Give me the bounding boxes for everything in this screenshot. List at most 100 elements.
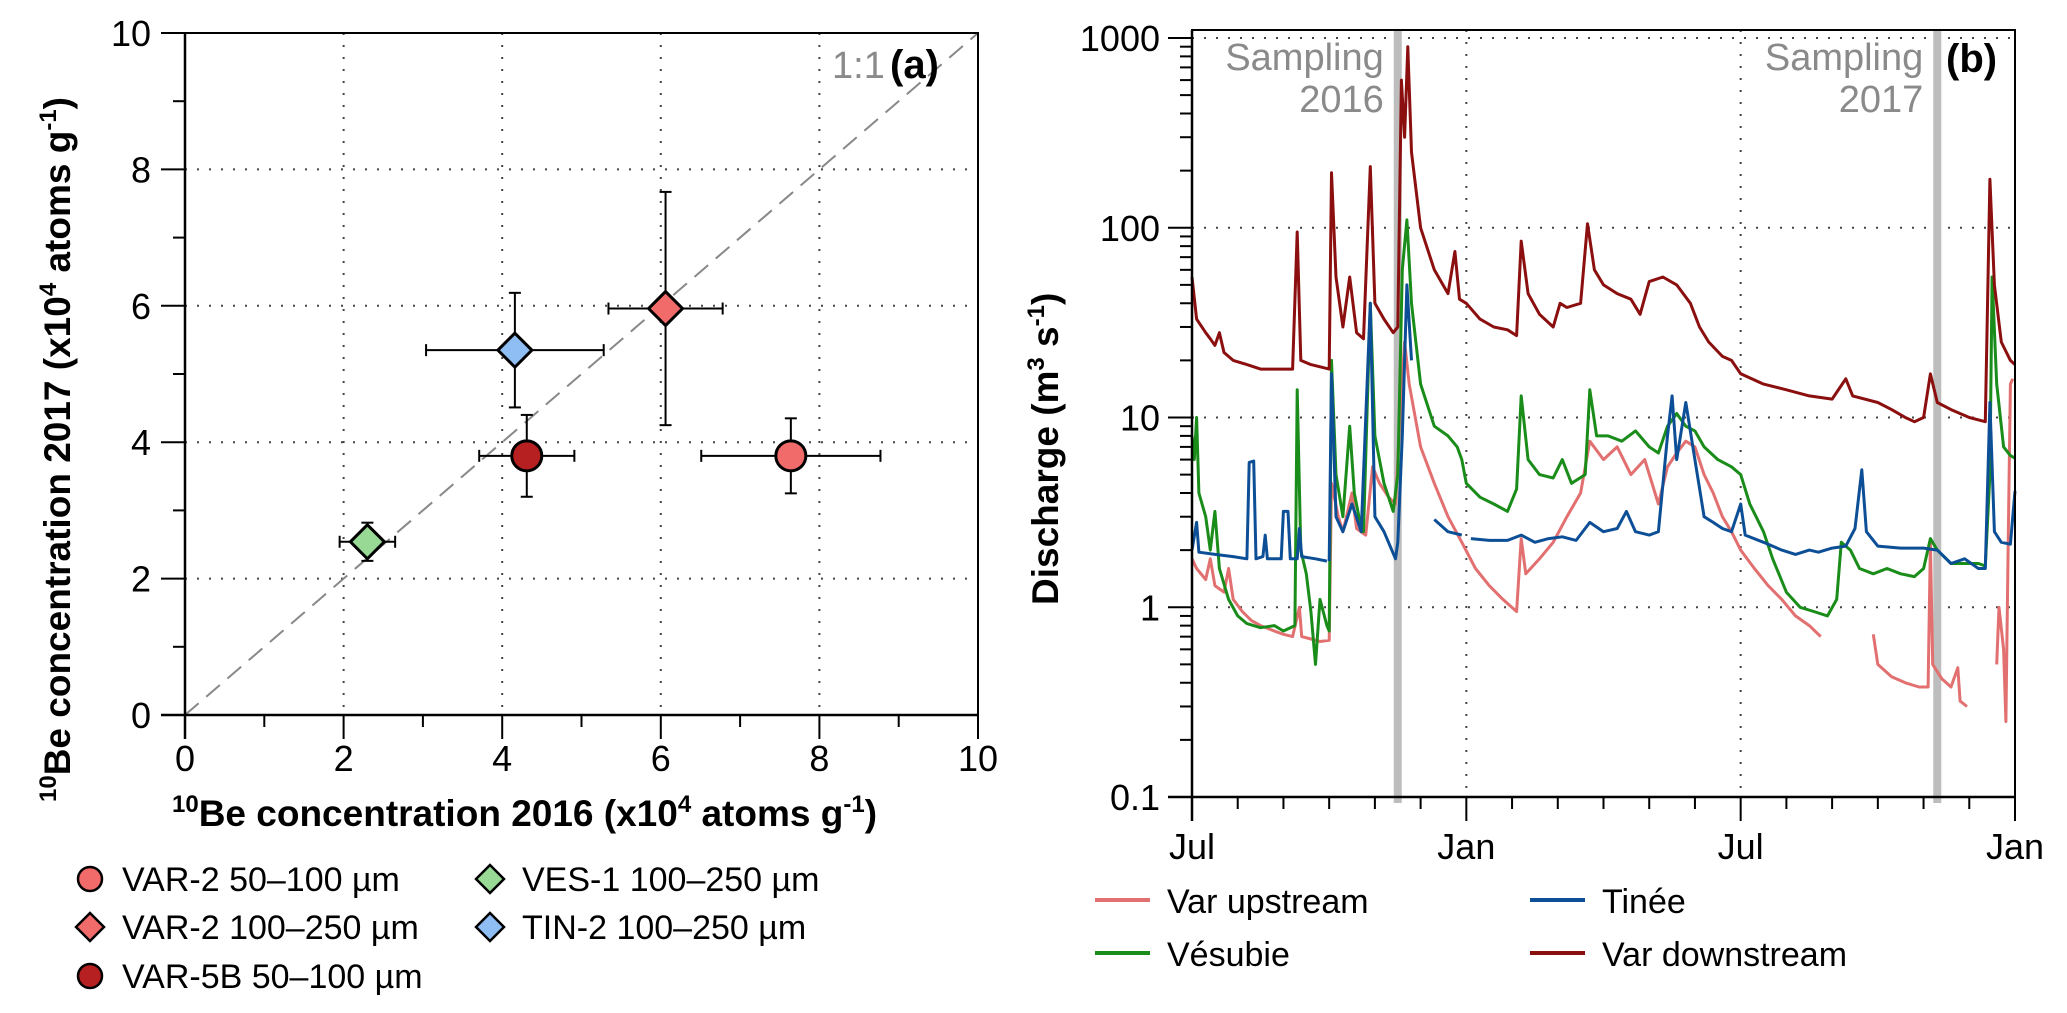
x-axis-title-close: ): [865, 793, 877, 834]
circle-marker: [510, 439, 544, 473]
x-tick-label: Jul: [1169, 826, 1215, 867]
legend-item: VAR-5B 50–100 µm: [76, 958, 423, 996]
y-tick-label: 0: [131, 695, 151, 736]
legend-item: Vésubie: [1095, 936, 1290, 974]
x-tick-label: Jul: [1718, 826, 1764, 867]
circle-marker: [774, 439, 808, 473]
data-point-tin-2: [425, 291, 605, 409]
diamond-marker: [495, 331, 535, 370]
one-to-one-label: 1:1: [832, 45, 885, 87]
series-line-segment: [1995, 378, 2015, 723]
panel-b-ticks: Jul Jan Jul Jan 0.1 1 10 100 1000: [1080, 18, 2044, 867]
panel-b-label: (b): [1946, 37, 1997, 81]
sampling-band: [1933, 30, 1942, 803]
y-axis-title-units-exponent: -1: [1023, 305, 1050, 326]
legend-label: VES-1 100–250 µm: [522, 861, 819, 899]
legend-label: Tinée: [1602, 883, 1686, 921]
one-to-one-line: [184, 32, 979, 716]
diamond-marker: [348, 522, 387, 561]
panel-a-points: [338, 190, 882, 562]
legend-label: VAR-2 50–100 µm: [122, 861, 400, 899]
data-point-var-2: [607, 190, 724, 427]
x-axis-title-units-exponent: -1: [843, 791, 864, 818]
y-axis-title-main: Discharge (m: [1025, 371, 1066, 605]
legend-item: Var downstream: [1530, 936, 1847, 974]
y-axis-title-units-exponent: -1: [35, 109, 62, 130]
series-line-segment: [1470, 394, 2017, 570]
panel-a-grid: [185, 33, 978, 715]
legend-label: VAR-5B 50–100 µm: [122, 958, 423, 996]
series-line-segment: [1190, 45, 2017, 424]
legend-diamond-marker: [474, 863, 506, 895]
series-line-segment: [1433, 518, 1463, 537]
series-tin-e: [1190, 283, 2017, 570]
x-axis-title-exponent: 4: [678, 791, 692, 818]
series-line-segment: [1327, 283, 1413, 562]
y-tick-label: 8: [131, 149, 151, 190]
series-line-segment: [1190, 340, 1822, 643]
one-to-one-line-path: [184, 32, 979, 716]
panel-a-label: (a): [890, 43, 939, 87]
data-point-var-2: [700, 417, 882, 495]
x-axis-title-units: atoms g: [691, 793, 843, 834]
legend-item: Var upstream: [1095, 883, 1369, 921]
legend-label: Var downstream: [1602, 936, 1847, 974]
legend-item: VAR-2 50–100 µm: [76, 861, 400, 899]
y-tick-label: 1: [1140, 587, 1160, 628]
legend-label: VAR-2 100–250 µm: [122, 909, 419, 947]
series-var-downstream: [1190, 45, 2017, 424]
y-tick-label: 100: [1100, 208, 1160, 249]
panel-b-lines: [1190, 45, 2017, 723]
series-line-segment: [1190, 459, 1328, 563]
panel-a-y-axis-title: 10Be concentration 2017 (x104 atoms g-1): [35, 97, 78, 802]
x-tick-label: 4: [492, 738, 512, 779]
y-axis-title-close: ): [37, 97, 78, 109]
data-point-ves-1: [338, 521, 397, 562]
y-tick-label: 4: [131, 422, 151, 463]
y-axis-title-main: Be concentration 2017 (x10: [37, 296, 78, 775]
legend-label: TIN-2 100–250 µm: [522, 909, 806, 947]
x-tick-label: 0: [175, 738, 195, 779]
series-line-segment: [1871, 540, 1968, 708]
sampling-label-line1: Sampling: [1225, 37, 1383, 79]
panel-b-frame: [1168, 29, 2016, 821]
legend-circle-marker: [76, 865, 104, 893]
x-tick-label: 8: [809, 738, 829, 779]
legend-item: TIN-2 100–250 µm: [474, 909, 806, 947]
legend-item: VAR-2 100–250 µm: [74, 909, 419, 947]
panel-a-legend: VAR-2 50–100 µm VAR-2 100–250 µm VAR-5B 50…: [74, 861, 819, 996]
panel-a-x-axis-title: 10Be concentration 2016 (x104 atoms g-1): [172, 791, 877, 834]
panel-b-legend: Var upstream Tinée Vésubie Var downstream: [1095, 883, 1847, 974]
y-axis-title-exponent: 4: [35, 282, 62, 296]
x-axis-title-main: Be concentration 2016 (x10: [199, 793, 678, 834]
legend-label: Vésubie: [1167, 936, 1290, 974]
y-axis-title-exponent: 3: [1023, 357, 1050, 370]
x-axis-title-superscript: 10: [172, 791, 199, 818]
y-axis-title-units: s: [1025, 326, 1066, 357]
sampling-bands: [1393, 30, 1942, 803]
x-tick-label: 10: [958, 738, 998, 779]
sampling-label-line2: 2016: [1299, 79, 1384, 121]
x-tick-label: Jan: [1986, 826, 2044, 867]
x-tick-label: Jan: [1437, 826, 1495, 867]
legend-diamond-marker: [74, 911, 106, 943]
legend-item: Tinée: [1530, 883, 1686, 921]
y-tick-label: 1000: [1080, 18, 1160, 59]
legend-diamond-marker: [474, 911, 506, 943]
y-tick-label: 6: [131, 286, 151, 327]
panel-a-ticks: 0 2 4 6 8 10 0 2 4 6 8 10: [111, 13, 998, 779]
sampling-label-line2: 2017: [1839, 79, 1924, 121]
data-point-var-5b: [478, 413, 576, 498]
y-axis-title-superscript: 10: [35, 775, 62, 802]
diamond-marker: [646, 289, 685, 328]
y-axis-title-close: ): [1025, 293, 1066, 305]
y-tick-label: 0.1: [1110, 777, 1160, 818]
y-tick-label: 2: [131, 559, 151, 600]
plot-frame: [1191, 29, 2016, 798]
x-tick-label: 2: [334, 738, 354, 779]
sampling-label-line1: Sampling: [1765, 37, 1923, 79]
